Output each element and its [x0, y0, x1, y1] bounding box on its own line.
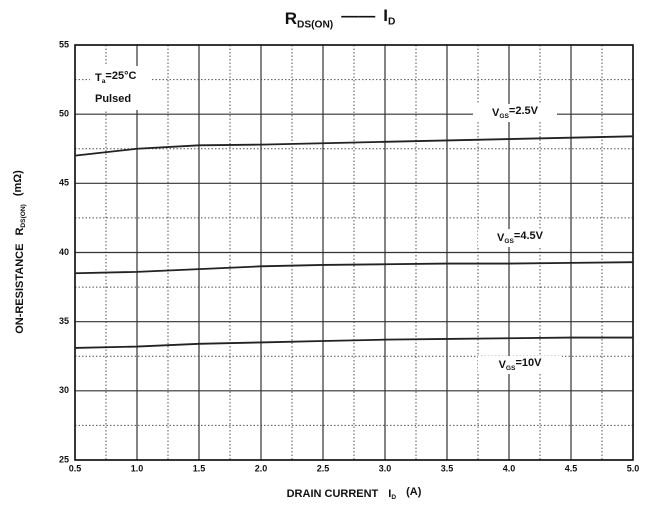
x-tick-label: 2.5 [317, 463, 330, 473]
y-tick-label: 55 [59, 39, 69, 49]
x-tick-label: 3.0 [379, 463, 392, 473]
label-bg [478, 229, 562, 247]
text-part: T [95, 72, 102, 84]
text-part: —— [341, 6, 375, 25]
y-tick-label: 45 [59, 178, 69, 188]
text-part: R [14, 228, 26, 236]
x-tick-label: 2.0 [255, 463, 268, 473]
text-part: GS [499, 113, 509, 120]
y-tick-label: 25 [59, 454, 69, 464]
series-label: VGS=4.5V [497, 230, 544, 245]
text-part: R [285, 9, 297, 28]
label-bg [473, 104, 557, 122]
series-line [74, 135, 634, 157]
y-tick-label: 40 [59, 247, 69, 257]
x-axis-label: DRAIN CURRENT ID (A) [287, 486, 422, 501]
x-tick-label: 1.0 [131, 463, 144, 473]
x-tick-label: 5.0 [627, 463, 640, 473]
text-part: =10V [515, 357, 542, 369]
text-part: (A) [406, 486, 422, 498]
text-part: I [388, 488, 391, 500]
text-part: DRAIN CURRENT [287, 488, 379, 500]
text-part: GS [504, 238, 514, 245]
label-bg [478, 356, 562, 374]
text-part: =4.5V [514, 230, 544, 242]
y-axis-label: ON-RESISTANCE RDS(ON) (mΩ) [12, 170, 27, 334]
x-tick-label: 3.5 [441, 463, 454, 473]
annotation: Pulsed [95, 93, 131, 105]
series-label: VGS=10V [499, 357, 543, 372]
annotation-bg [90, 66, 152, 110]
y-tick-label: 30 [59, 385, 69, 395]
text-part: a [102, 78, 106, 85]
text-part: DS(ON) [20, 204, 27, 227]
plot-frame [74, 44, 634, 461]
chart-title: RDS(ON) —— ID [285, 6, 396, 30]
text-part: D [391, 494, 396, 501]
text-part: ON-RESISTANCE [14, 244, 26, 334]
series-label: VGS=2.5V [492, 105, 539, 120]
text-part: GS [506, 365, 516, 372]
text-part: =2.5V [509, 105, 539, 117]
text-part: V [497, 232, 505, 244]
annotation: Ta=25°C [95, 70, 136, 85]
series-line [74, 336, 633, 349]
series-line [74, 261, 634, 275]
y-tick-label: 50 [59, 109, 69, 119]
x-tick-label: 4.5 [565, 463, 578, 473]
text-part: DS(ON) [297, 19, 333, 30]
text-part: V [492, 107, 500, 119]
x-tick-label: 0.5 [69, 463, 82, 473]
text-part: =25°C [105, 70, 136, 82]
text-part: (mΩ) [12, 170, 24, 196]
x-tick-label: 4.0 [503, 463, 516, 473]
text-part: D [388, 16, 395, 27]
y-tick-label: 35 [59, 316, 69, 326]
text-part: Pulsed [95, 93, 131, 105]
text-part: I [383, 6, 388, 25]
x-tick-label: 1.5 [193, 463, 206, 473]
text-part: V [499, 359, 507, 371]
